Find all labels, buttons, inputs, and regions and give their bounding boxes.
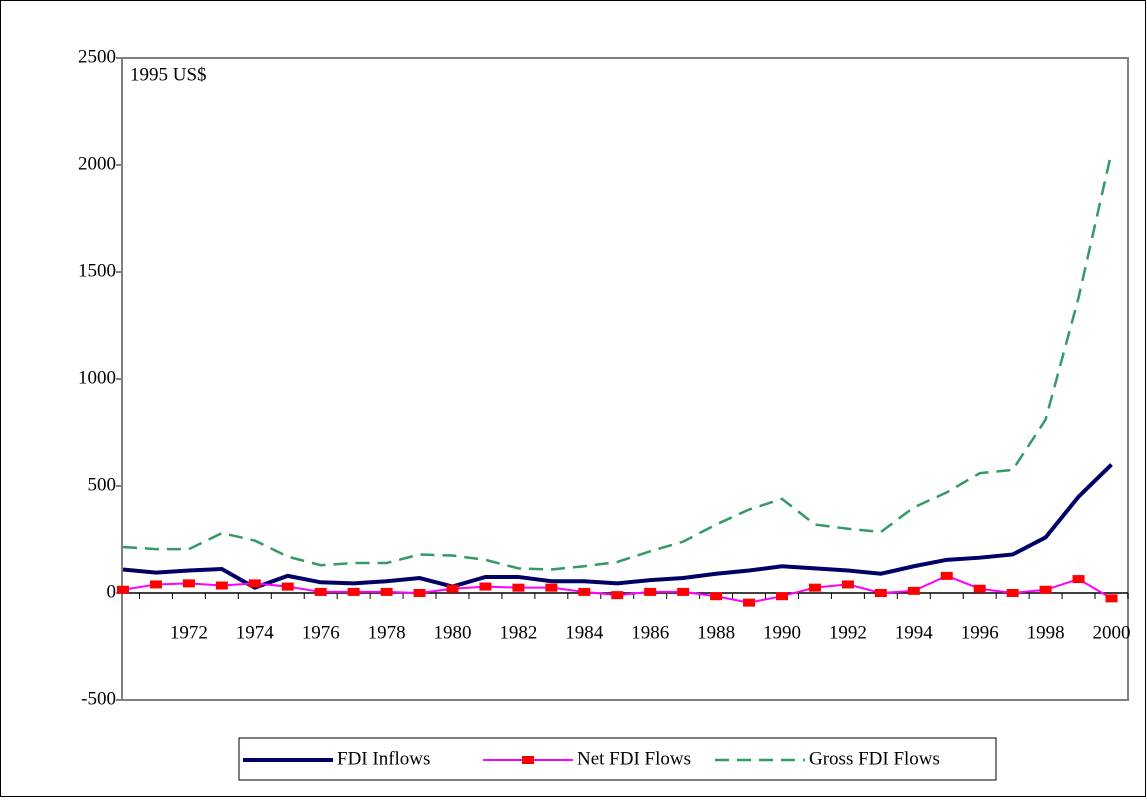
marker	[512, 583, 525, 592]
marker	[380, 587, 393, 596]
marker	[710, 592, 723, 601]
marker	[413, 589, 426, 597]
marker	[182, 579, 195, 588]
x-tick-label: 1992	[829, 622, 867, 643]
y-tick-label: 1500	[78, 260, 116, 281]
marker	[215, 581, 228, 590]
marker	[578, 587, 591, 596]
marker	[644, 587, 657, 596]
marker	[841, 580, 854, 589]
annotation: 1995 US$	[130, 64, 207, 85]
x-tick-label: 2000	[1093, 622, 1131, 643]
marker	[677, 587, 690, 596]
marker	[117, 585, 129, 594]
marker	[1039, 585, 1052, 594]
marker	[1006, 589, 1019, 597]
marker	[1072, 575, 1085, 584]
marker	[808, 583, 821, 592]
x-tick-label: 1982	[499, 622, 537, 643]
marker	[940, 571, 953, 580]
marker	[743, 598, 756, 607]
legend-marker	[522, 756, 534, 764]
marker	[907, 586, 920, 595]
x-tick-label: 1988	[697, 622, 735, 643]
marker	[314, 587, 327, 596]
legend-label: Net FDI Flows	[577, 748, 691, 769]
y-tick-label: 2000	[78, 153, 116, 174]
y-tick-label: 500	[88, 474, 117, 495]
x-tick-label: 1978	[368, 622, 406, 643]
series-line	[122, 463, 1113, 590]
x-tick-label: 1986	[631, 622, 669, 643]
legend-label: Gross FDI Flows	[809, 748, 940, 769]
y-tick-label: 1000	[78, 367, 116, 388]
x-tick-label: 1998	[1027, 622, 1065, 643]
legend	[238, 737, 997, 781]
y-tick-label: 2500	[78, 46, 116, 67]
marker	[973, 584, 986, 593]
marker	[446, 584, 459, 593]
x-tick-label: 1984	[565, 622, 604, 643]
marker	[347, 587, 360, 596]
marker	[1105, 594, 1118, 603]
y-tick-label: -500	[81, 688, 116, 709]
y-tick-label: 0	[107, 581, 117, 602]
series-line	[122, 151, 1113, 571]
marker	[248, 579, 261, 588]
x-tick-label: 1990	[763, 622, 801, 643]
x-tick-label: 1972	[170, 622, 208, 643]
marker	[611, 591, 624, 600]
marker	[281, 582, 294, 591]
marker	[149, 580, 162, 589]
marker	[874, 589, 887, 597]
x-tick-label: 1996	[961, 622, 999, 643]
x-tick-label: 1976	[302, 622, 340, 643]
x-tick-label: 1980	[434, 622, 472, 643]
marker	[479, 582, 492, 591]
legend-label: FDI Inflows	[337, 748, 430, 769]
marker	[545, 583, 558, 592]
x-tick-label: 1994	[895, 622, 934, 643]
x-tick-label: 1974	[236, 622, 275, 643]
marker	[776, 592, 788, 601]
